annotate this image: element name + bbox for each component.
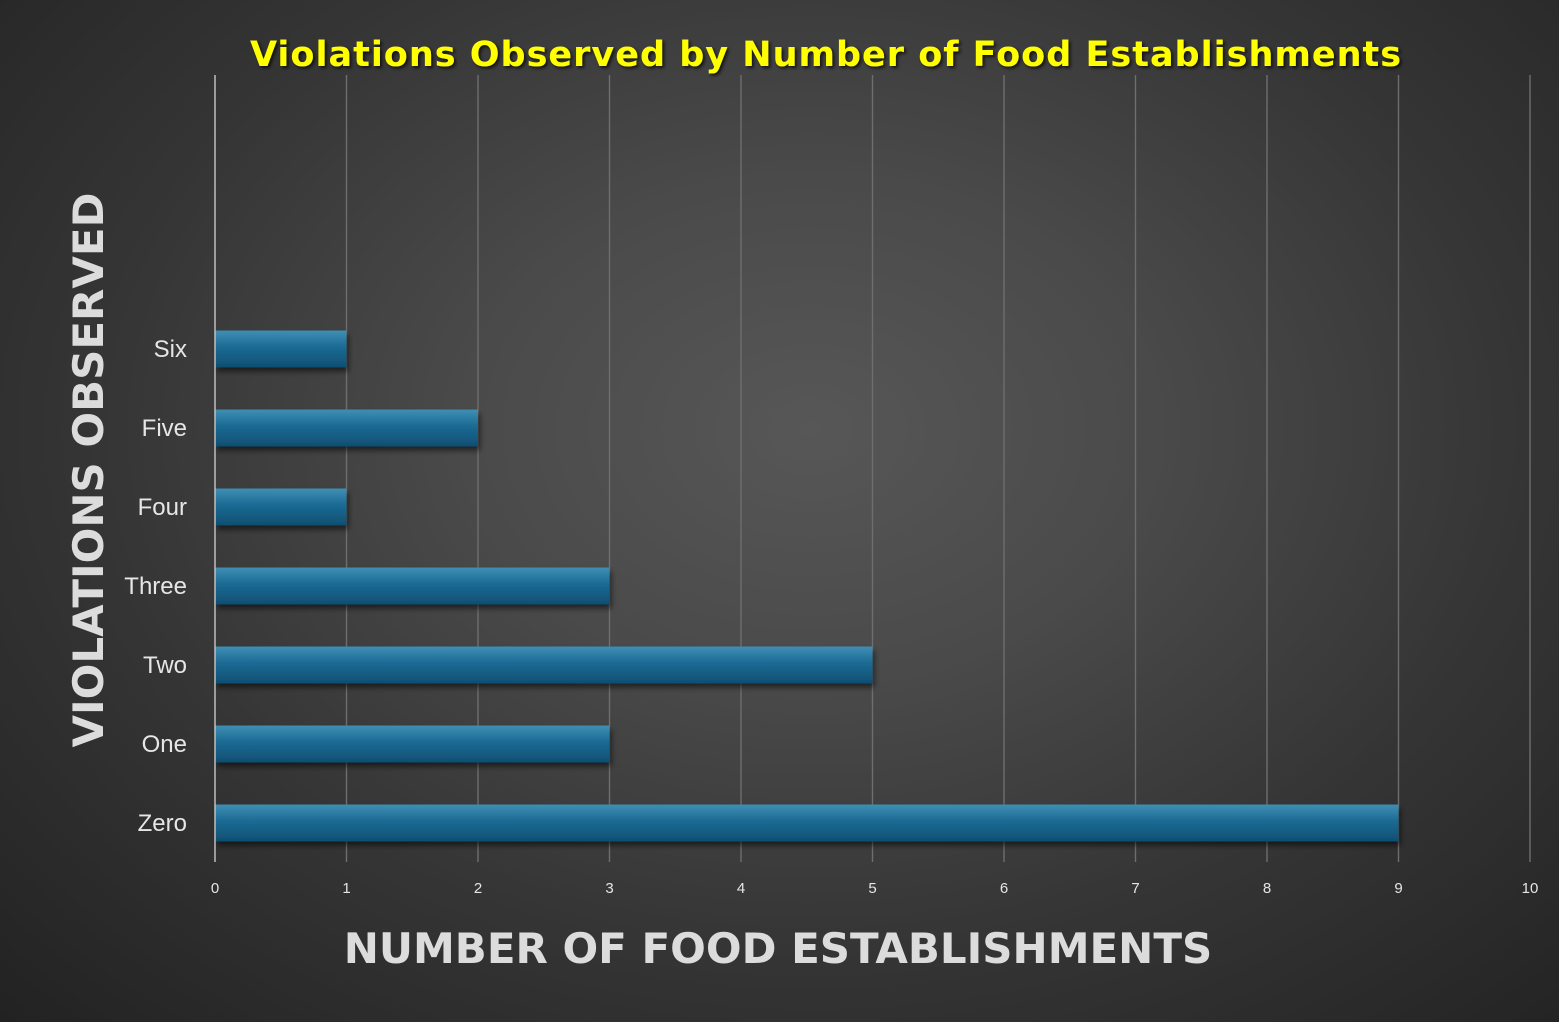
category-label-two: Two (143, 652, 187, 679)
bar-five (215, 409, 478, 447)
gridlines (345, 75, 1531, 862)
x-tick-label: 4 (737, 880, 745, 897)
x-tick-label: 7 (1131, 880, 1139, 897)
category-label-four: Four (138, 494, 187, 521)
x-tick-label: 3 (605, 880, 613, 897)
chart-title: Violations Observed by Number of Food Es… (250, 35, 1402, 75)
bar-two (215, 646, 873, 684)
category-label-six: Six (154, 336, 187, 363)
x-axis-title: NUMBER OF FOOD ESTABLISHMENTS (344, 924, 1213, 973)
x-tick-label: 2 (474, 880, 482, 897)
x-tick-labels: 0 1 2 3 4 5 6 7 8 9 10 (211, 880, 1539, 897)
category-label-one: One (142, 731, 187, 758)
bar-one (215, 725, 610, 763)
x-tick-label: 6 (1000, 880, 1008, 897)
x-tick-label: 10 (1522, 880, 1539, 897)
x-tick-label: 0 (211, 880, 219, 897)
bar-six (215, 330, 347, 368)
bar-zero (215, 804, 1399, 842)
bar-four (215, 488, 347, 526)
bar-three (215, 567, 610, 605)
bars (215, 330, 1399, 842)
category-labels: Zero One Two Three Four Five Six (124, 336, 187, 837)
category-label-three: Three (124, 573, 187, 600)
category-label-five: Five (142, 415, 187, 442)
x-tick-label: 5 (868, 880, 876, 897)
x-tick-label: 1 (342, 880, 350, 897)
category-label-zero: Zero (138, 810, 187, 837)
x-tick-label: 8 (1263, 880, 1271, 897)
y-axis-title: VIOLATIONS OBSERVED (64, 193, 113, 748)
x-tick-label: 9 (1394, 880, 1402, 897)
